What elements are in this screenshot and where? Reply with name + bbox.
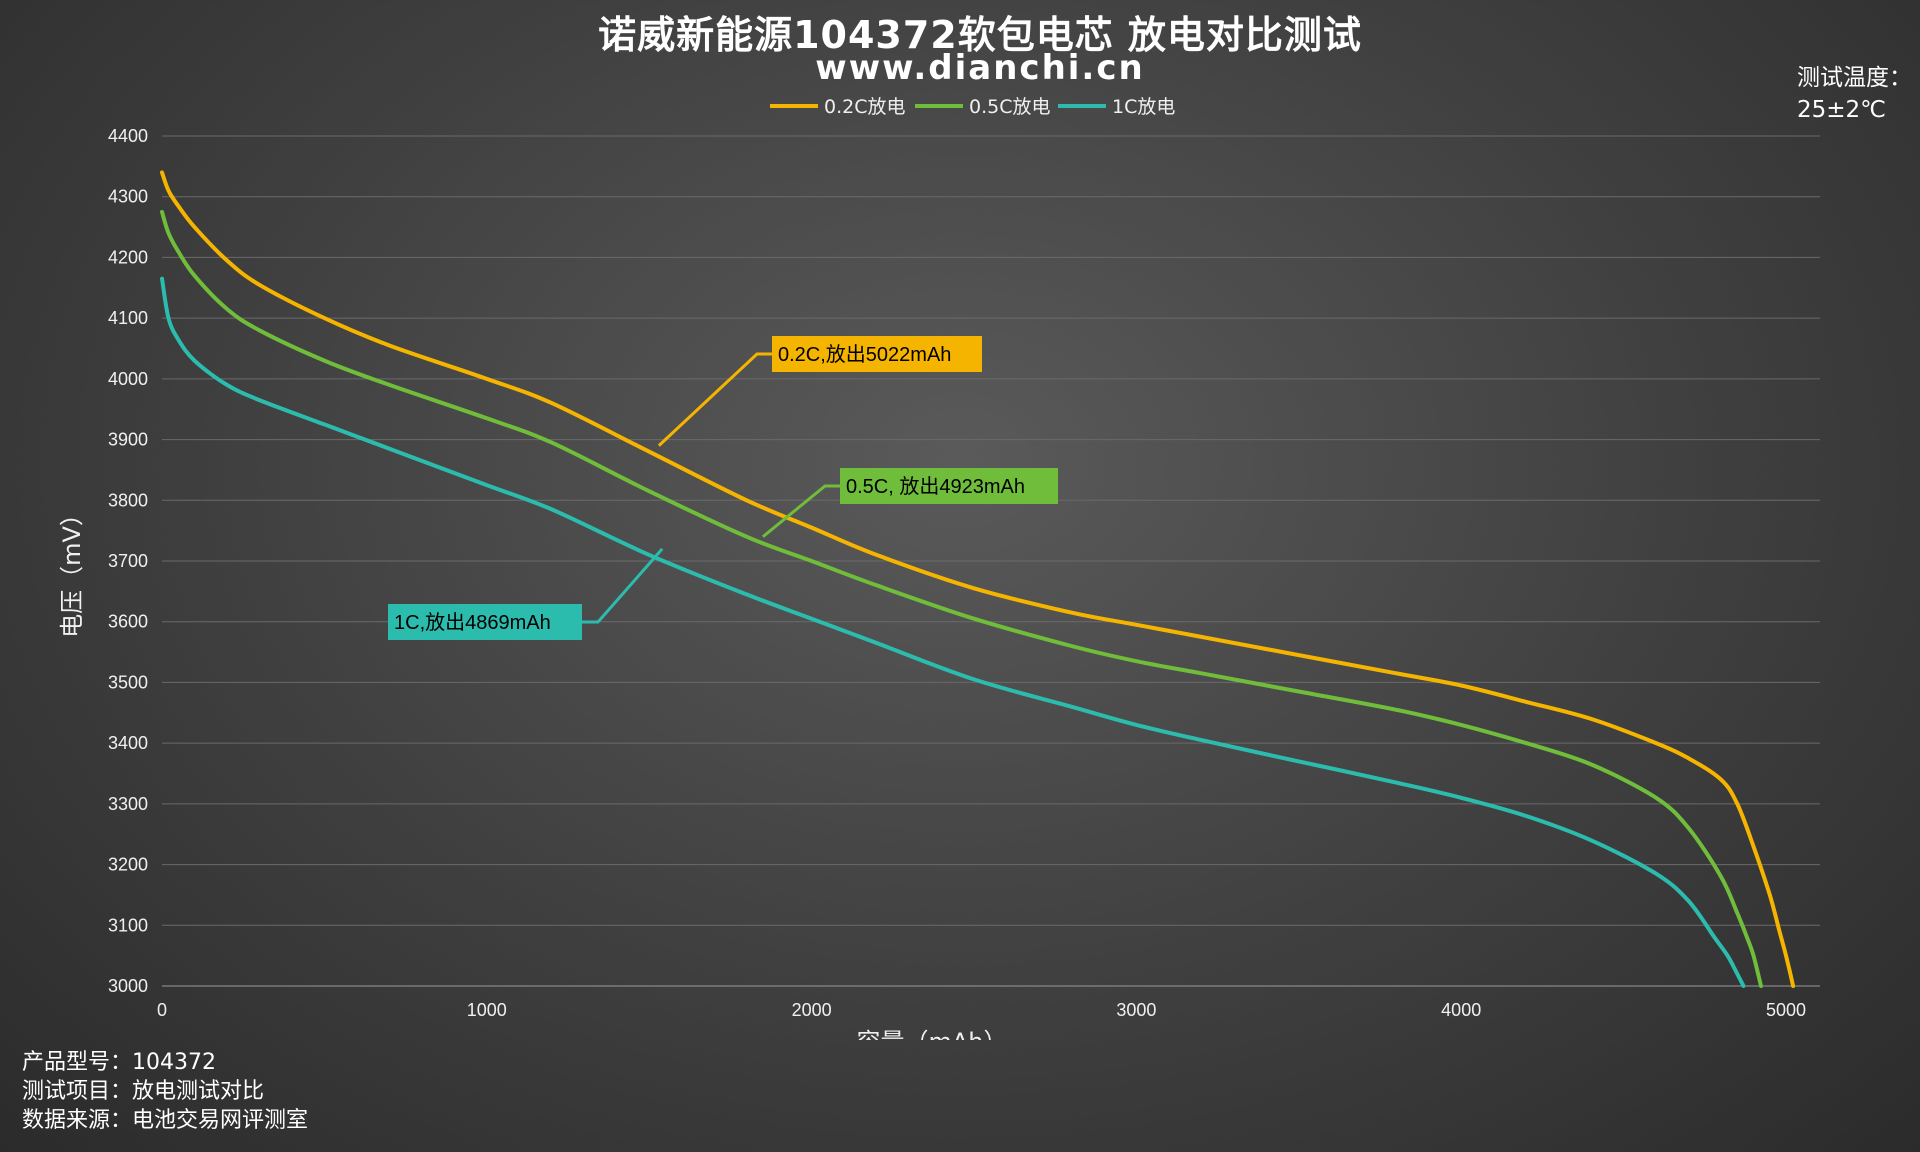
annotation-leader [582,547,664,624]
y-tick-label: 3200 [108,855,148,875]
source-value: 电池交易网评测室 [132,1108,309,1133]
y-tick-label: 4400 [108,126,148,146]
y-tick-label: 3600 [108,612,148,632]
y-tick-label: 3500 [108,672,148,692]
y-tick-label: 3900 [108,430,148,450]
x-tick-label: 2000 [792,1000,832,1020]
temperature-value: 25±2℃ [1797,97,1887,123]
item-value: 放电测试对比 [132,1079,265,1104]
y-tick-label: 3100 [108,915,148,935]
legend-label: 0.5C放电 [969,96,1050,118]
series-line-0 [160,170,1796,988]
legend-item-0: 0.2C放电 [770,96,905,118]
series-line-2 [160,276,1746,988]
y-tick-label: 3000 [108,976,148,996]
footer-source: 数据来源：电池交易网评测室 [22,1106,308,1135]
x-tick-label: 3000 [1116,1000,1156,1020]
item-label: 测试项目： [22,1079,133,1104]
annotation-leader [761,484,840,538]
y-tick-labels: 3000 3100 3200 3300 3400 3500 3600 3700 3800 3900… [108,126,148,996]
model-value: 104372 [132,1050,216,1075]
y-tick-label: 3800 [108,490,148,510]
y-tick-label: 4100 [108,308,148,328]
y-tick-label: 4300 [108,187,148,207]
legend: 0.2C放电 0.5C放电 1C放电 [770,96,1175,118]
annotation-label: 0.2C,放出5022mAh [778,343,951,366]
y-axis-title: 电压（mV） [58,502,86,638]
legend-label: 0.2C放电 [824,96,905,118]
y-tick-label: 3300 [108,794,148,814]
y-tick-label: 4200 [108,247,148,267]
x-axis-title: 容量（mAh） [856,1028,1007,1040]
x-tick-label: 1000 [467,1000,507,1020]
test-temperature: 测试温度： 25±2℃ [1797,62,1912,126]
y-tick-label: 3400 [108,733,148,753]
legend-item-2: 1C放电 [1058,96,1175,118]
model-label: 产品型号： [22,1050,133,1075]
footer-info: 产品型号：104372 测试项目：放电测试对比 数据来源：电池交易网评测室 [22,1048,308,1135]
annotation-leader [657,352,772,447]
x-tick-label: 4000 [1441,1000,1481,1020]
annotations: 0.2C,放出5022mAh 0.5C, 放出4923mAh 1C,放出4869mA… [388,336,1058,640]
y-tick-label: 3700 [108,551,148,571]
chart-title: 诺威新能源104372软包电芯 放电对比测试 [598,13,1362,57]
chart-subtitle: www.dianchi.cn [815,48,1145,88]
discharge-chart: 0 1000 2000 3000 4000 5000 3000 3100 3200 3300 34… [58,96,1820,1040]
annotation-box [388,604,582,640]
footer-item: 测试项目：放电测试对比 [22,1077,308,1106]
x-tick-label: 5000 [1766,1000,1806,1020]
series-line-1 [160,209,1763,988]
legend-label: 1C放电 [1112,96,1175,118]
annotation-1: 0.5C, 放出4923mAh [761,468,1058,538]
annotation-box [772,336,982,372]
annotation-2: 1C,放出4869mAh [388,547,664,640]
x-tick-labels: 0 1000 2000 3000 4000 5000 [157,1000,1806,1020]
footer-model: 产品型号：104372 [22,1048,308,1077]
annotation-label: 0.5C, 放出4923mAh [846,475,1025,498]
annotation-label: 1C,放出4869mAh [394,611,551,634]
x-tick-label: 0 [157,1000,167,1020]
source-label: 数据来源： [22,1108,133,1133]
annotation-box [840,468,1058,504]
temperature-label: 测试温度： [1797,65,1912,91]
series-lines [160,170,1796,988]
y-tick-label: 4000 [108,369,148,389]
grid-lines [162,135,1820,987]
annotation-0: 0.2C,放出5022mAh [657,336,982,447]
legend-item-1: 0.5C放电 [915,96,1050,118]
